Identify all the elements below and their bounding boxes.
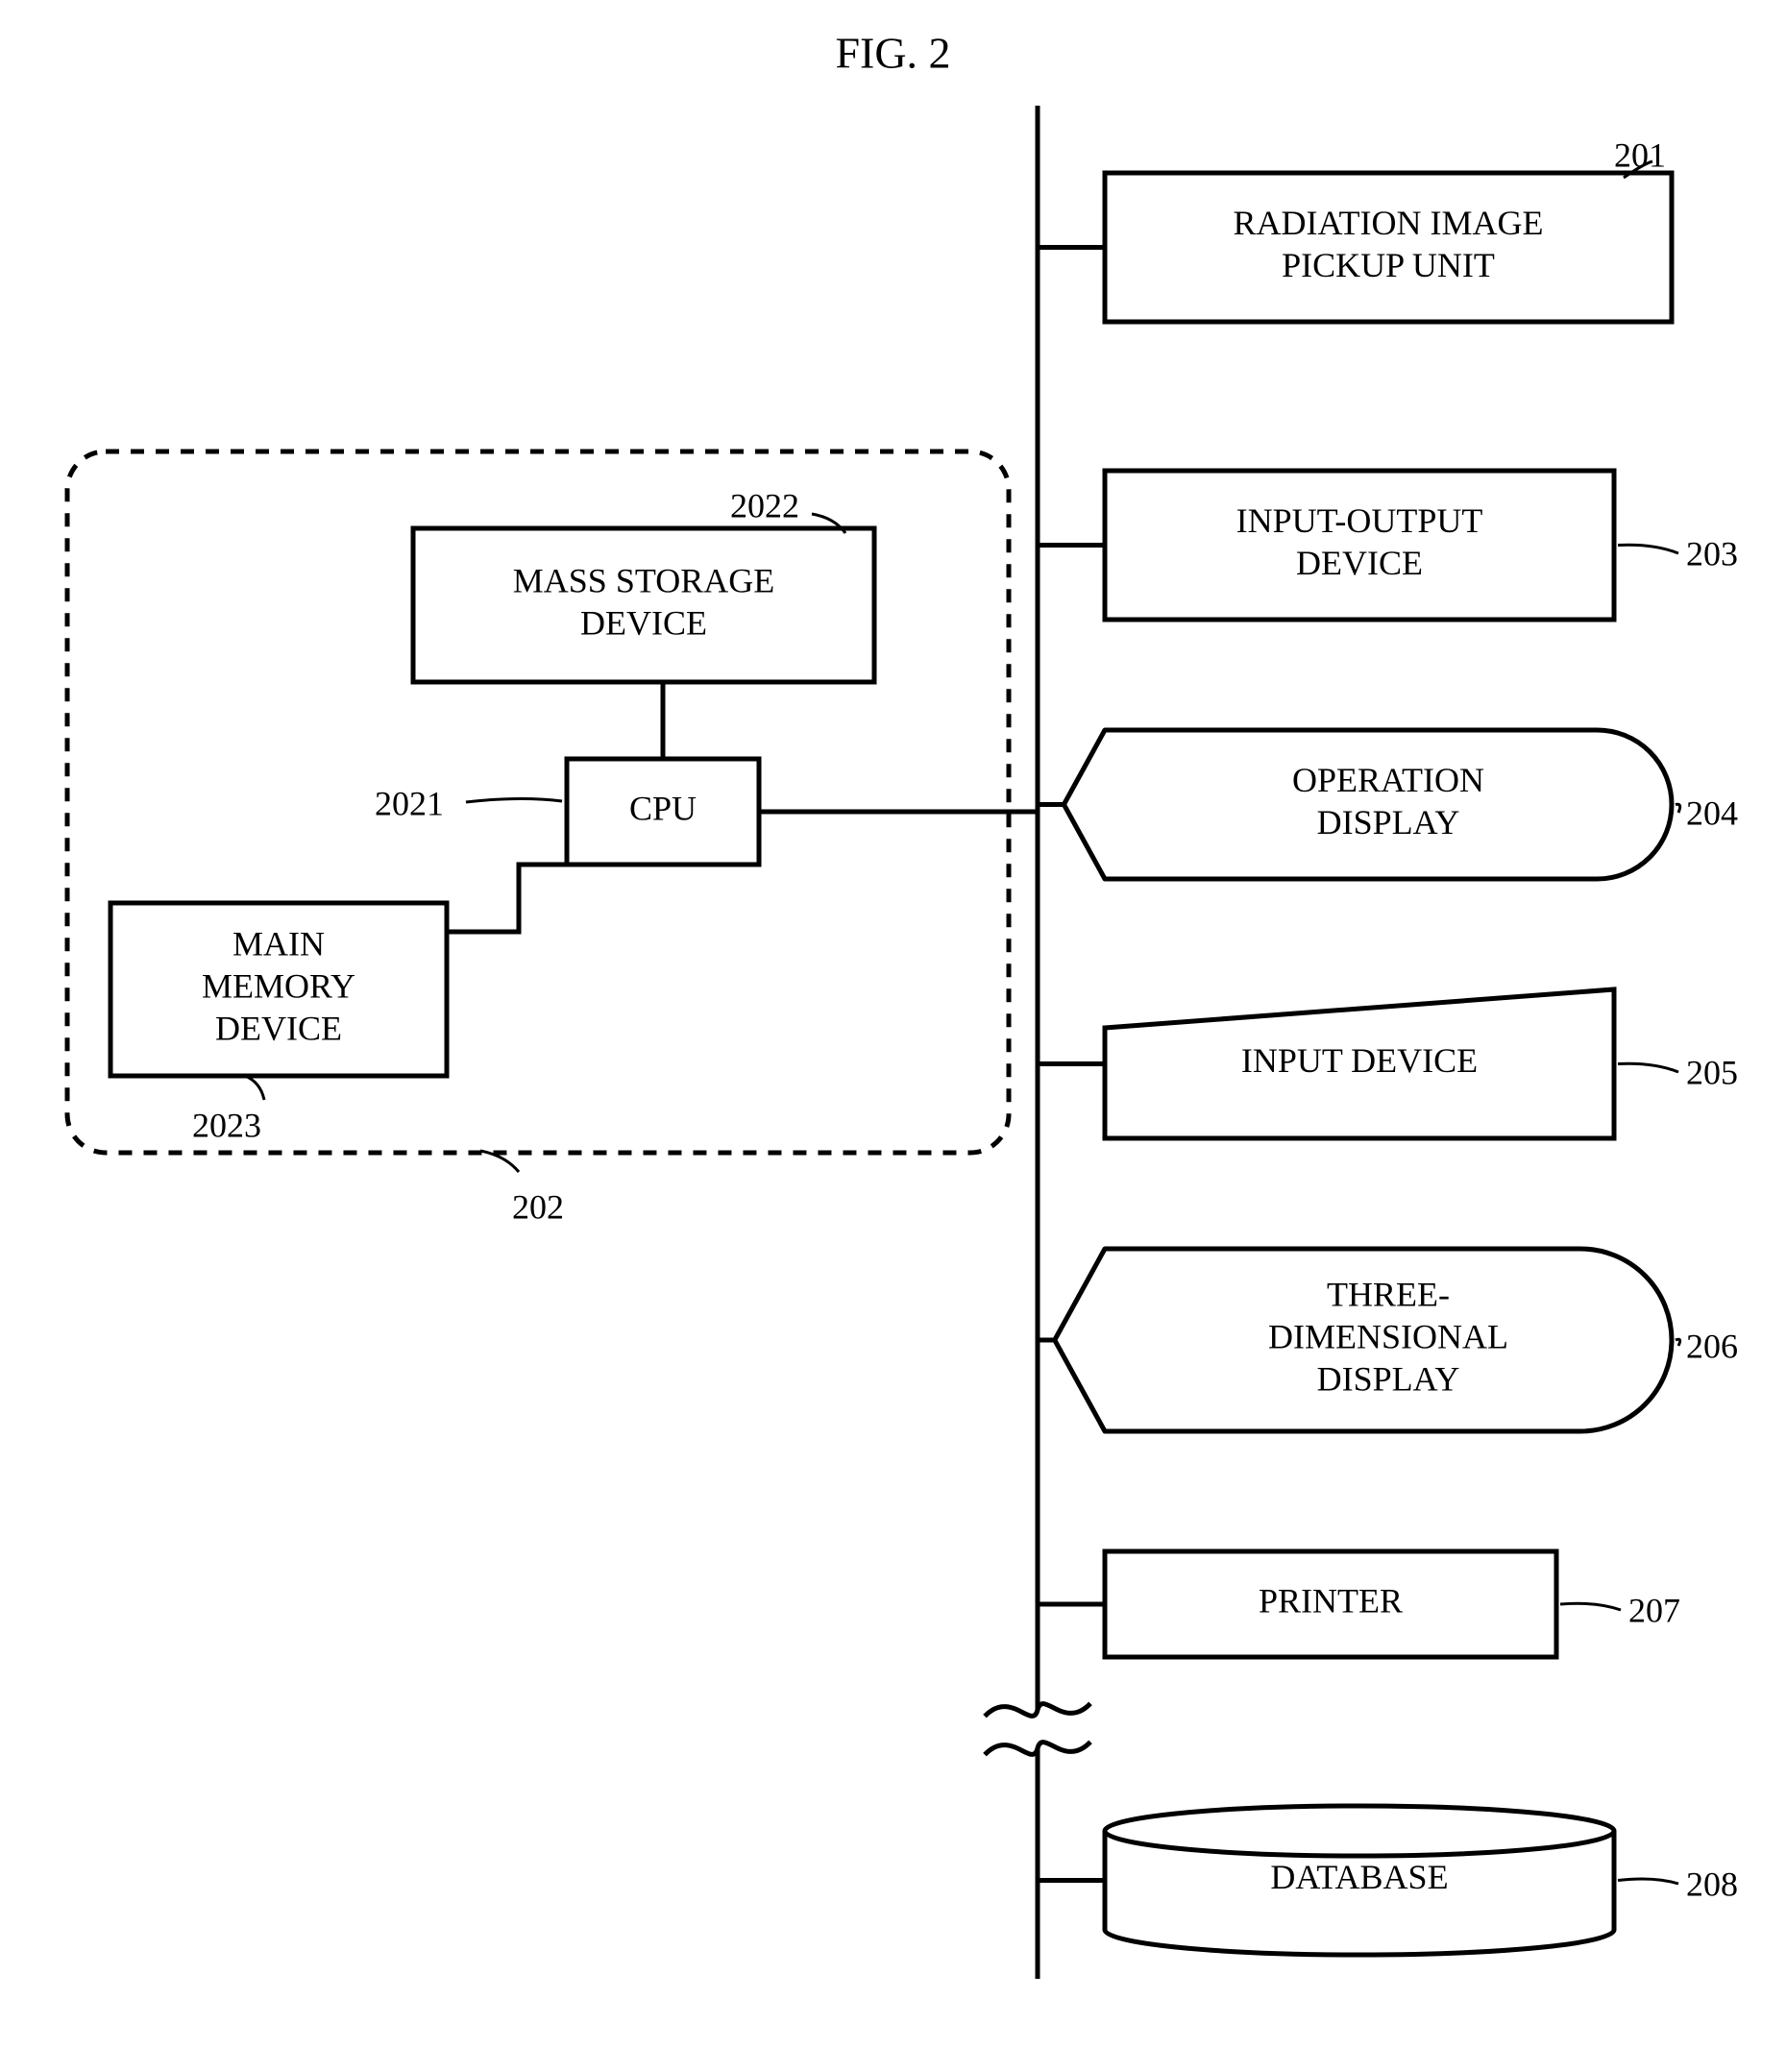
svg-text:INPUT-OUTPUT: INPUT-OUTPUT — [1236, 501, 1483, 540]
svg-text:CPU: CPU — [629, 789, 697, 827]
svg-text:INPUT DEVICE: INPUT DEVICE — [1241, 1041, 1478, 1080]
svg-text:206: 206 — [1686, 1327, 1738, 1365]
svg-text:2021: 2021 — [375, 784, 444, 822]
svg-text:FIG. 2: FIG. 2 — [835, 29, 950, 78]
svg-text:2023: 2023 — [192, 1106, 261, 1144]
svg-text:RADIATION IMAGE: RADIATION IMAGE — [1234, 204, 1544, 242]
svg-text:PICKUP UNIT: PICKUP UNIT — [1282, 246, 1495, 284]
svg-text:2022: 2022 — [730, 486, 799, 524]
block-diagram: FIG. 2 202 MASS STORAGE DEVICE 2022 CPU 2021 MA… — [0, 0, 1786, 2072]
svg-text:DATABASE: DATABASE — [1270, 1858, 1448, 1896]
svg-text:MAIN: MAIN — [232, 924, 325, 963]
svg-text:203: 203 — [1686, 534, 1738, 573]
svg-text:DIMENSIONAL: DIMENSIONAL — [1268, 1317, 1508, 1355]
svg-text:208: 208 — [1686, 1865, 1738, 1903]
svg-text:DEVICE: DEVICE — [580, 603, 707, 642]
svg-text:DEVICE: DEVICE — [215, 1009, 342, 1047]
svg-text:PRINTER: PRINTER — [1259, 1581, 1403, 1620]
svg-text:MASS STORAGE: MASS STORAGE — [513, 561, 774, 599]
svg-text:202: 202 — [512, 1187, 564, 1226]
svg-text:204: 204 — [1686, 793, 1738, 832]
svg-text:THREE-: THREE- — [1327, 1275, 1450, 1313]
svg-text:205: 205 — [1686, 1053, 1738, 1091]
svg-text:DISPLAY: DISPLAY — [1317, 1359, 1460, 1398]
svg-text:OPERATION: OPERATION — [1292, 761, 1484, 799]
svg-text:DISPLAY: DISPLAY — [1317, 803, 1460, 841]
svg-text:MEMORY: MEMORY — [202, 966, 355, 1005]
svg-text:207: 207 — [1628, 1591, 1680, 1629]
svg-text:DEVICE: DEVICE — [1296, 544, 1423, 582]
